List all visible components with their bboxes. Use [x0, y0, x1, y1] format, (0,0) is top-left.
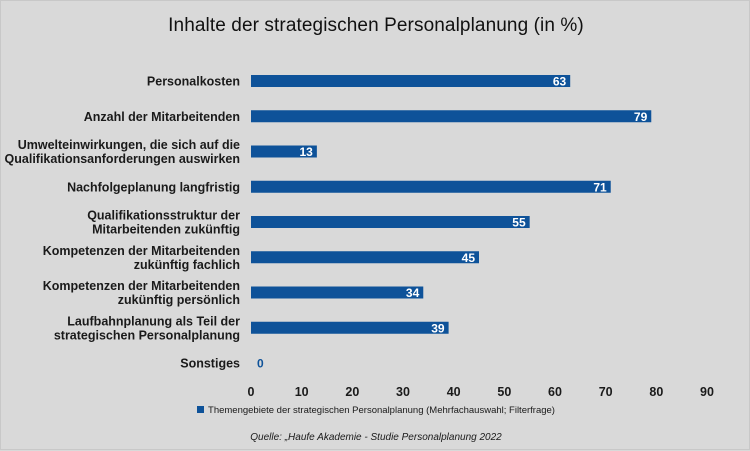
- category-label: Kompetenzen der Mitarbeitenden zukünftig …: [43, 279, 240, 307]
- bar: [251, 75, 571, 87]
- chart-legend: Themengebiete der strategischen Personal…: [1, 405, 750, 416]
- bar: [251, 110, 652, 123]
- data-label: 34: [406, 286, 420, 300]
- data-label: 79: [634, 110, 648, 124]
- bar: [251, 286, 424, 299]
- category-label: Nachfolgeplanung langfristig: [67, 180, 240, 194]
- data-label: 39: [431, 321, 445, 335]
- bar: [251, 321, 449, 334]
- category-label: Laufbahnplanung als Teil der strategische…: [54, 314, 240, 342]
- category-label: Qualifikationsstruktur der Mitarbeitenden…: [87, 209, 240, 237]
- data-label: 71: [593, 180, 607, 194]
- data-label: 55: [512, 216, 526, 230]
- bar: [251, 180, 611, 193]
- x-tick-label: 30: [396, 385, 410, 399]
- category-label: Kompetenzen der Mitarbeitenden zukünftig …: [43, 244, 240, 272]
- x-tick-label: 10: [295, 385, 309, 399]
- data-label: 63: [553, 75, 567, 89]
- x-tick-label: 40: [447, 385, 461, 399]
- x-tick-label: 70: [599, 385, 613, 399]
- data-label: 13: [300, 145, 314, 159]
- legend-swatch: [197, 406, 205, 413]
- data-label: 45: [462, 251, 476, 265]
- category-label: Sonstiges: [180, 357, 240, 371]
- data-label: 0: [257, 357, 264, 371]
- bar: [251, 145, 317, 158]
- x-tick-label: 50: [497, 385, 511, 399]
- source-note: Quelle: „Haufe Akademie - Studie Persona…: [250, 432, 502, 443]
- bar: [251, 251, 479, 264]
- x-tick-label: 80: [649, 385, 663, 399]
- category-label: Personalkosten: [147, 75, 240, 89]
- legend-label: Themengebiete der strategischen Personal…: [208, 405, 555, 416]
- x-tick-label: 0: [248, 385, 255, 399]
- category-label: Umwelteinwirkungen, die sich auf die Qual…: [5, 138, 241, 166]
- bar: [251, 216, 530, 228]
- x-tick-label: 20: [345, 385, 359, 399]
- x-tick-label: 60: [548, 385, 562, 399]
- x-tick-label: 90: [700, 385, 714, 399]
- chart-title: Inhalte der strategischen Personalplanun…: [168, 15, 584, 36]
- category-label: Anzahl der Mitarbeitenden: [84, 110, 240, 124]
